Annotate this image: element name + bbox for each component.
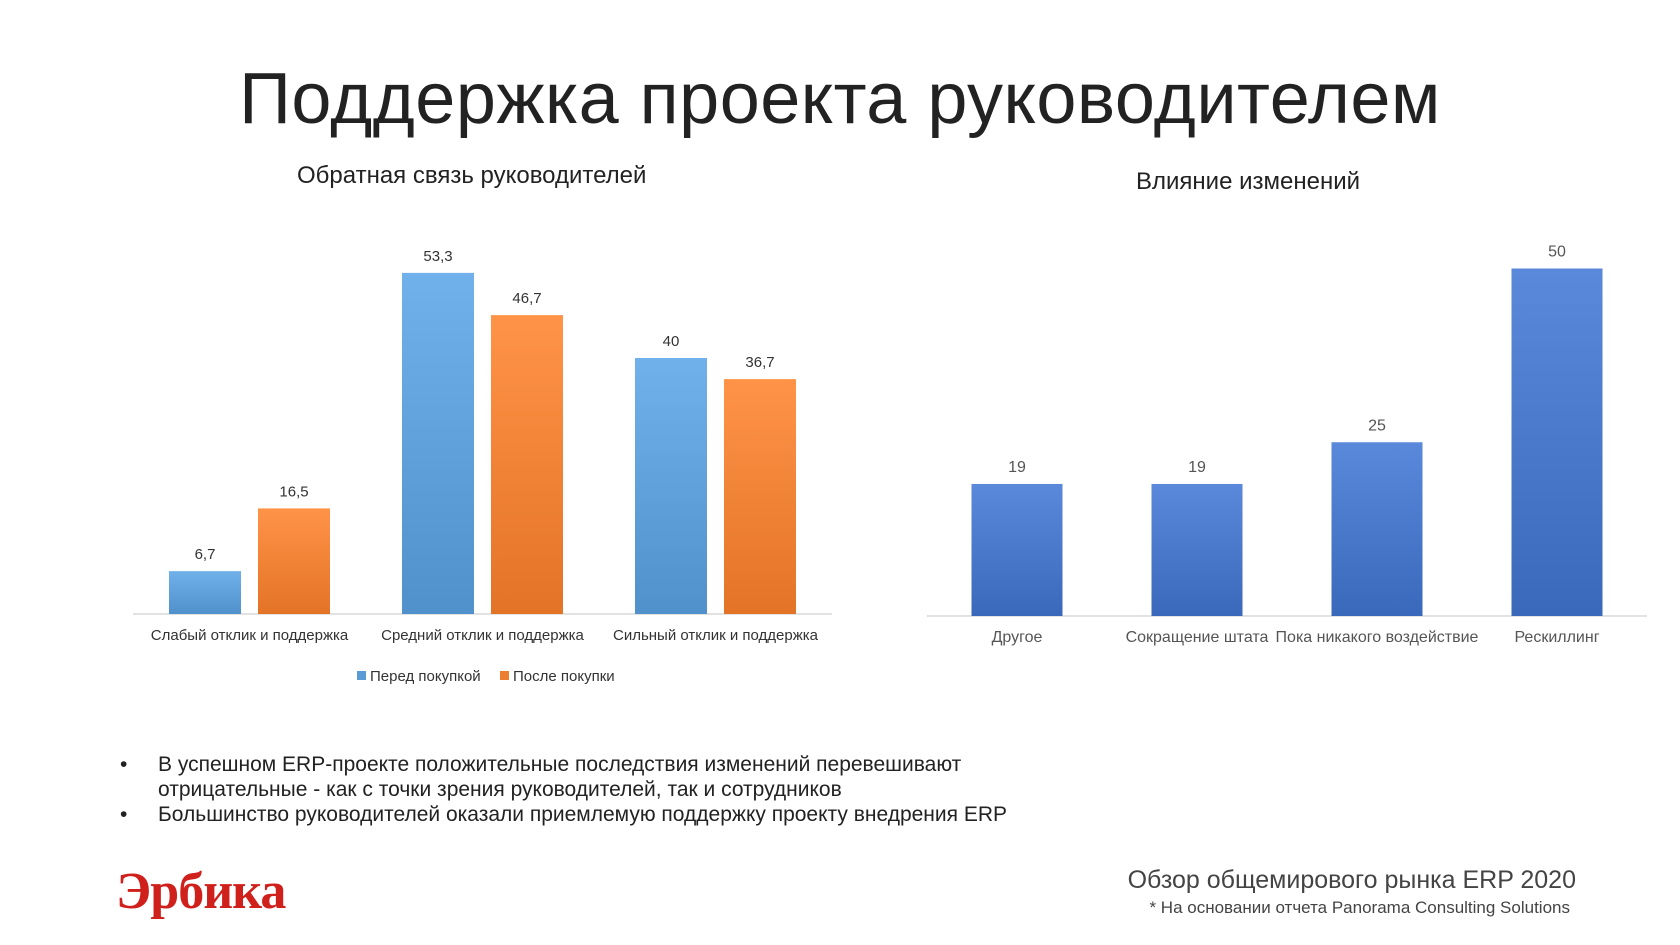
category-label: Пока никакого воздействие [1276, 629, 1479, 646]
bar-after [724, 379, 796, 614]
data-label: 46,7 [512, 290, 541, 307]
bar [971, 483, 1063, 616]
company-logo: Эрбика [116, 863, 286, 920]
bullet-marker: • [120, 753, 128, 776]
bar-after [258, 508, 330, 614]
bullet-text: Большинство руководителей оказали приемл… [158, 803, 1008, 826]
bar-before [635, 358, 707, 614]
bar [1331, 442, 1423, 616]
chart2-title: Влияние изменений [1136, 168, 1361, 195]
bullet-item: • Большинство руководителей оказали прие… [120, 802, 1058, 827]
legend-label: После покупки [513, 668, 615, 685]
bullet-marker: • [120, 803, 128, 826]
category-label: Сильный отклик и поддержка [613, 627, 819, 644]
data-label: 19 [1008, 459, 1026, 476]
legend-swatch [500, 671, 509, 680]
data-label: 50 [1548, 244, 1566, 261]
data-label: 16,5 [279, 483, 308, 500]
bar-before [169, 571, 241, 614]
source-title: Обзор общемирового рынка ERP 2020 [1127, 866, 1576, 894]
category-label: Сокращение штата [1126, 629, 1269, 646]
data-label: 25 [1368, 417, 1386, 434]
bar-before [402, 272, 474, 614]
chart-manager-feedback: 6,7 16,5 Слабый отклик и поддержка 53,3 46,7… [133, 248, 832, 685]
data-label: 19 [1188, 459, 1206, 476]
data-label: 40 [663, 333, 680, 350]
data-label: 36,7 [745, 354, 774, 371]
bar-after [491, 315, 563, 614]
chart1-title: Обратная связь руководителей [297, 162, 647, 189]
bullet-text: В успешном ERP-проекте положительные пос… [158, 753, 962, 801]
category-label: Слабый отклик и поддержка [151, 627, 349, 644]
bullet-item: • В успешном ERP-проекте положительные п… [120, 752, 1058, 802]
chart-change-impact: 19 Другое 19 Сокращение штата 25 Пока никаког… [927, 244, 1647, 646]
data-label: 53,3 [423, 248, 452, 265]
data-label: 6,7 [195, 546, 216, 563]
category-label: Рескиллинг [1514, 629, 1599, 646]
bar [1511, 268, 1603, 616]
category-label: Другое [992, 629, 1043, 646]
page-title: Поддержка проекта руководителем [239, 59, 1441, 139]
legend-label: Перед покупкой [370, 668, 481, 685]
bar [1151, 483, 1243, 616]
legend-swatch [357, 671, 366, 680]
source-note: * На основании отчета Panorama Consultin… [1149, 898, 1570, 917]
bullet-list: • В успешном ERP-проекте положительные п… [120, 752, 1058, 827]
category-label: Средний отклик и поддержка [381, 627, 584, 644]
